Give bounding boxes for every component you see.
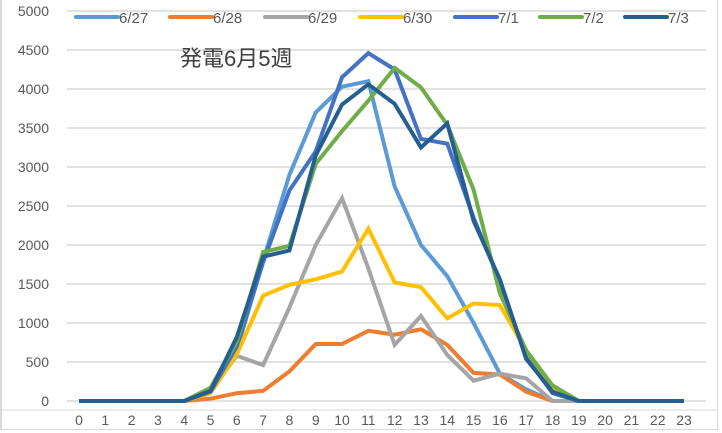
series-line-7-2 [79, 65, 684, 403]
legend-label: 7/3 [668, 10, 689, 27]
y-axis-ticks: 0 500 1000 1500 2000 2500 3000 3500 4000 4500 5000 [18, 3, 49, 409]
x-tick-label: 21 [624, 412, 640, 428]
series-line-6-29 [79, 193, 684, 403]
series-lines [79, 50, 684, 403]
legend-label: 6/27 [119, 10, 148, 27]
y-tick-label: 2000 [18, 237, 49, 253]
chart-title: 発電6月5週 [180, 46, 292, 71]
series-line-7-3 [79, 81, 684, 403]
x-tick-label: 11 [361, 412, 376, 428]
x-tick-label: 1 [101, 412, 109, 428]
x-tick-label: 5 [207, 412, 215, 428]
x-tick-label: 15 [466, 412, 482, 428]
x-tick-label: 10 [334, 412, 350, 428]
gridlines [0, 10, 718, 411]
y-tick-label: 5000 [18, 3, 49, 19]
x-tick-label: 19 [571, 412, 587, 428]
y-tick-label: 3000 [18, 159, 49, 175]
series-line-6-30 [79, 224, 684, 403]
legend-label: 7/1 [498, 10, 519, 27]
y-tick-label: 4500 [18, 42, 49, 58]
x-tick-label: 3 [154, 412, 162, 428]
y-tick-label: 2500 [18, 198, 49, 214]
x-tick-label: 0 [75, 412, 83, 428]
x-tick-label: 16 [492, 412, 508, 428]
x-tick-label: 2 [128, 412, 136, 428]
x-tick-label: 18 [545, 412, 561, 428]
x-tick-label: 20 [597, 412, 613, 428]
x-tick-label: 22 [650, 412, 666, 428]
y-tick-label: 1000 [18, 315, 49, 331]
x-tick-label: 12 [387, 412, 403, 428]
x-tick-label: 23 [676, 412, 692, 428]
y-tick-label: 4000 [18, 81, 49, 97]
series-line-7-1 [79, 50, 684, 403]
series-line-6-28 [79, 327, 684, 403]
legend-label: 6/30 [403, 10, 432, 27]
x-tick-label: 9 [312, 412, 320, 428]
x-axis-ticks: 0 1 2 3 4 5 6 7 8 9 10 11 12 13 14 15 16 17 18 19 20 21 22 23 [75, 412, 692, 428]
legend-label: 6/29 [308, 10, 337, 27]
legend: 6/27 6/28 6/29 6/30 7/1 7/2 7/3 [74, 10, 689, 27]
x-tick-label: 17 [518, 412, 534, 428]
x-tick-label: 13 [413, 412, 429, 428]
legend-label: 7/2 [583, 10, 604, 27]
y-tick-label: 500 [26, 354, 50, 370]
legend-label: 6/28 [213, 10, 242, 27]
y-tick-label: 1500 [18, 276, 49, 292]
y-tick-label: 3500 [18, 120, 49, 136]
series-line-6-27 [79, 78, 684, 403]
x-tick-label: 4 [180, 412, 188, 428]
y-tick-label: 0 [41, 393, 49, 409]
x-tick-label: 7 [259, 412, 267, 428]
x-tick-label: 8 [286, 412, 294, 428]
x-tick-label: 6 [233, 412, 241, 428]
x-tick-label: 14 [439, 412, 455, 428]
